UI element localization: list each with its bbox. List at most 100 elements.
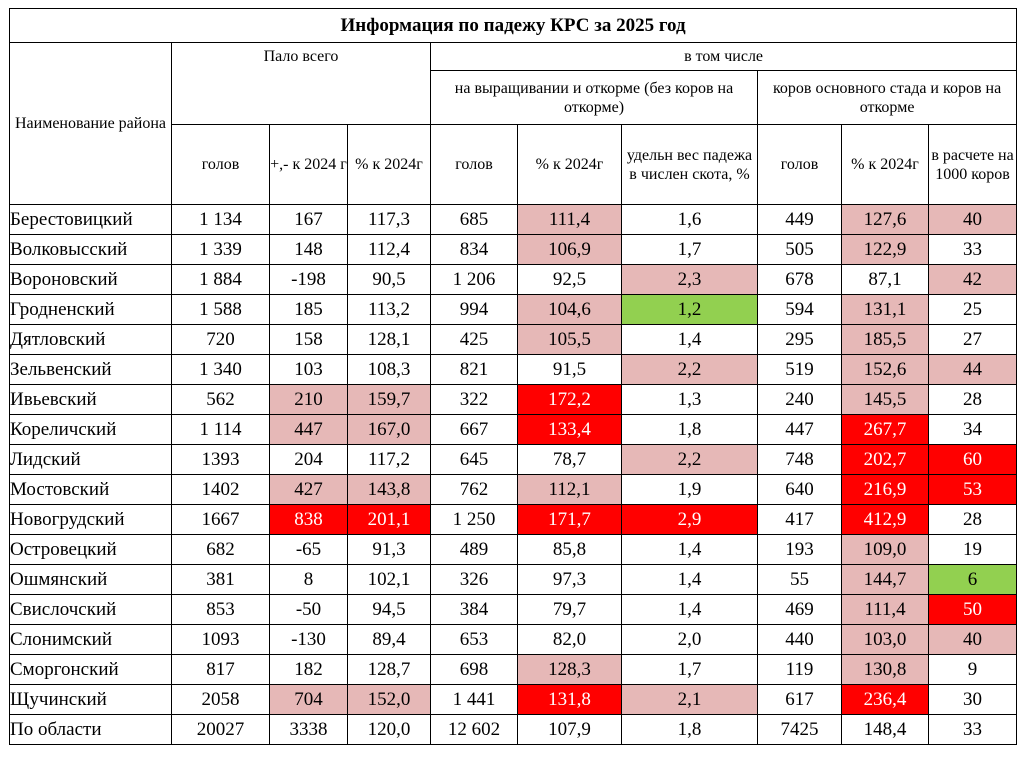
fell-total-header: Пало всего (171, 42, 431, 125)
data-cell: 19 (927, 534, 1018, 565)
data-cell: 119 (757, 654, 842, 685)
data-cell: 1,8 (621, 714, 758, 745)
data-cell: 1,7 (621, 654, 758, 685)
data-cell: 1 441 (430, 684, 518, 715)
table-body: Берестовицкий 1 134 167 117,3 685 111,4 1,6 449… (9, 204, 1018, 745)
data-cell: 91,3 (347, 534, 431, 565)
table-row: Ивьевский 562 210 159,7 322 172,2 1,3 240 145,5 2… (9, 384, 1018, 415)
district-name: Берестовицкий (9, 204, 172, 235)
data-cell: 55 (757, 564, 842, 595)
district-name: Кореличский (9, 414, 172, 445)
district-name: Островецкий (9, 534, 172, 565)
data-cell: 640 (757, 474, 842, 505)
data-cell: 1 206 (430, 264, 518, 295)
data-cell: 645 (430, 444, 518, 475)
data-cell: 817 (171, 654, 270, 685)
data-cell: 384 (430, 594, 518, 625)
district-name: Дятловский (9, 324, 172, 355)
district-name: Зельвенский (9, 354, 172, 385)
data-cell: 103,0 (841, 624, 929, 655)
data-cell: 144,7 (841, 564, 929, 595)
district-name: Ошмянский (9, 564, 172, 595)
table-row: Берестовицкий 1 134 167 117,3 685 111,4 1,6 449… (9, 204, 1018, 235)
data-cell: 1,3 (621, 384, 758, 415)
data-cell: 44 (927, 354, 1018, 385)
data-cell: 216,9 (841, 474, 929, 505)
data-cell: 27 (927, 324, 1018, 355)
data-cell: 148 (269, 234, 348, 265)
data-cell: 322 (430, 384, 518, 415)
data-cell: 193 (757, 534, 842, 565)
data-cell: 90,5 (347, 264, 431, 295)
data-cell: 748 (757, 444, 842, 475)
data-cell: 240 (757, 384, 842, 415)
data-cell: 185 (269, 294, 348, 325)
col-header: голов (757, 124, 842, 205)
col-header: удельн вес падежа в числен скота, % (621, 124, 758, 205)
data-cell: 87,1 (841, 264, 929, 295)
data-cell: 2,9 (621, 504, 758, 535)
data-cell: 1,4 (621, 564, 758, 595)
data-cell: 1,6 (621, 204, 758, 235)
data-cell: -198 (269, 264, 348, 295)
table-row: Гродненский 1 588 185 113,2 994 104,6 1,2 594 13… (9, 294, 1018, 325)
data-cell: 682 (171, 534, 270, 565)
data-cell: 40 (927, 204, 1018, 235)
table-row: Волковысский 1 339 148 112,4 834 106,9 1,7 505 1… (9, 234, 1018, 265)
data-cell: 2,2 (621, 444, 758, 475)
district-name: Мостовский (9, 474, 172, 505)
data-cell: 417 (757, 504, 842, 535)
data-cell: 440 (757, 624, 842, 655)
district-name: Вороновский (9, 264, 172, 295)
data-cell: 85,8 (517, 534, 622, 565)
data-cell: 28 (927, 384, 1018, 415)
data-cell: 89,4 (347, 624, 431, 655)
data-cell: 1 884 (171, 264, 270, 295)
table-row: Мостовский 1402 427 143,8 762 112,1 1,9 640 216,… (9, 474, 1018, 505)
data-cell: 105,5 (517, 324, 622, 355)
table-row: Кореличский 1 114 447 167,0 667 133,4 1,8 447 26… (9, 414, 1018, 445)
data-cell: 34 (927, 414, 1018, 445)
data-cell: 159,7 (347, 384, 431, 415)
data-cell: 152,6 (841, 354, 929, 385)
data-cell: 594 (757, 294, 842, 325)
data-cell: 1 340 (171, 354, 270, 385)
district-name: Слонимский (9, 624, 172, 655)
data-cell: 1,4 (621, 324, 758, 355)
data-cell: 33 (927, 714, 1018, 745)
data-cell: 112,1 (517, 474, 622, 505)
cows-header: коров основного стада и коров на откорме (756, 70, 1018, 125)
data-cell: 204 (269, 444, 348, 475)
data-cell: 427 (269, 474, 348, 505)
data-cell: 128,7 (347, 654, 431, 685)
data-cell: 111,4 (517, 204, 622, 235)
data-cell: 8 (269, 564, 348, 595)
data-cell: 2,0 (621, 624, 758, 655)
fattening-header: на выращивании и откорме (без коров на о… (430, 70, 758, 125)
data-cell: 447 (757, 414, 842, 445)
data-cell: 167 (269, 204, 348, 235)
data-cell: 1 588 (171, 294, 270, 325)
data-cell: 167,0 (347, 414, 431, 445)
data-cell: 685 (430, 204, 518, 235)
data-cell: 128,3 (517, 654, 622, 685)
data-cell: 130,8 (841, 654, 929, 685)
data-cell: 720 (171, 324, 270, 355)
data-cell: 143,8 (347, 474, 431, 505)
data-cell: 489 (430, 534, 518, 565)
col-header: голов (430, 124, 518, 205)
data-cell: 267,7 (841, 414, 929, 445)
data-cell: 12 602 (430, 714, 518, 745)
data-cell: 1,4 (621, 534, 758, 565)
data-cell: 449 (757, 204, 842, 235)
data-cell: 92,5 (517, 264, 622, 295)
data-cell: 9 (927, 654, 1018, 685)
district-name: По области (9, 714, 172, 745)
district-name: Сморгонский (9, 654, 172, 685)
data-cell: 1,4 (621, 594, 758, 625)
data-cell: 469 (757, 594, 842, 625)
data-cell: 171,7 (517, 504, 622, 535)
data-cell: 104,6 (517, 294, 622, 325)
total-row: По области 20027 3338 120,0 12 602 107,9 1,8 74… (9, 714, 1018, 745)
data-cell: 678 (757, 264, 842, 295)
